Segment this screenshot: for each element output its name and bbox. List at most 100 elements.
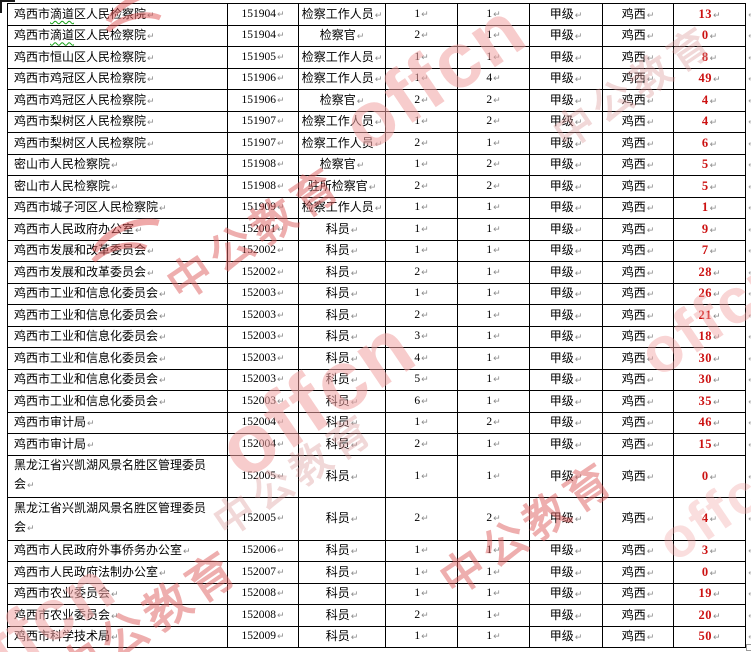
applicants-count-cell: 5↵ — [674, 154, 746, 176]
pilcrow-mark: ↵ — [709, 225, 718, 236]
pilcrow-mark: ↵ — [276, 353, 285, 364]
org-name-cell: 鸡西市滴道区人民检察院↵ — [8, 4, 228, 26]
pilcrow-mark: ↵ — [574, 633, 583, 644]
org-name-cell: 鸡西市工业和信息化委员会↵ — [8, 305, 228, 327]
positions-table: 鸡西市滴道区人民检察院↵151904↵检察工作人员↵1↵1↵甲级↵鸡西↵13↵↵… — [7, 3, 751, 648]
pilcrow-mark: ↵ — [276, 589, 285, 599]
job-code-cell: 152003↵ — [228, 283, 299, 305]
pilcrow-mark: ↵ — [709, 118, 718, 129]
pilcrow-mark: ↵ — [712, 633, 721, 644]
count-b-cell: 1↵ — [458, 434, 530, 456]
pilcrow-mark: ↵ — [574, 354, 583, 365]
pilcrow-mark: ↵ — [574, 547, 583, 558]
job-code-cell: 152004↵ — [228, 412, 299, 434]
table-row: 黑龙江省兴凯湖风景名胜区管理委员会↵ 152005↵ 科员↵ 2↵ 2↵ 甲级↵ 鸡西↵ 4↵… — [8, 498, 751, 541]
count-b-cell: 1↵ — [458, 262, 530, 284]
grade-cell: 甲级↵ — [530, 305, 603, 327]
table-row: 鸡西市人民政府法制办公室↵152007↵科员↵1↵1↵甲级↵鸡西↵0↵↵ — [8, 562, 751, 584]
pilcrow-mark: ↵ — [574, 182, 583, 193]
pilcrow-mark: ↵ — [350, 440, 359, 451]
grade-cell: 甲级↵ — [530, 240, 603, 262]
job-code-cell: 152003↵ — [228, 326, 299, 348]
pilcrow-mark: ↵ — [111, 611, 119, 622]
count-a-cell: 2↵ — [386, 25, 458, 47]
job-title-cell: 检察工作人员↵ — [299, 197, 386, 219]
row-end-mark: ↵ — [748, 161, 751, 170]
job-code-cell: 151908↵ — [228, 154, 299, 176]
table-row: 黑龙江省兴凯湖风景名胜区管理委员会↵ 152005↵ 科员↵ 1↵ 1↵ 甲级↵ 鸡西↵ 0↵… — [8, 455, 751, 498]
grade-cell: 甲级↵ — [530, 47, 603, 69]
applicants-count-cell: 18↵ — [674, 326, 746, 348]
pilcrow-mark: ↵ — [493, 332, 501, 342]
count-b-cell: 1↵ — [458, 391, 530, 413]
city-cell: 鸡西↵ — [603, 154, 674, 176]
pilcrow-mark: ↵ — [646, 139, 655, 150]
pilcrow-mark: ↵ — [183, 547, 191, 558]
pilcrow-mark: ↵ — [709, 547, 718, 558]
org-name-cell: 鸡西市工业和信息化委员会↵ — [8, 391, 228, 413]
org-name-cell: 鸡西市审计局↵ — [8, 412, 228, 434]
pilcrow-mark: ↵ — [574, 32, 583, 43]
count-b-cell: 1↵ — [458, 369, 530, 391]
pilcrow-mark: ↵ — [276, 396, 285, 407]
city-cell: 鸡西↵ — [603, 111, 674, 133]
row-end-mark: ↵ — [748, 547, 751, 556]
pilcrow-mark: ↵ — [493, 289, 501, 299]
job-title-cell: 科员↵ — [299, 240, 386, 262]
org-name-cell: 鸡西市审计局↵ — [8, 434, 228, 456]
pilcrow-mark: ↵ — [421, 375, 429, 385]
pilcrow-mark: ↵ — [646, 96, 655, 107]
applicants-count-cell: 3↵ — [674, 540, 746, 562]
pilcrow-mark: ↵ — [276, 267, 285, 278]
table-row: 鸡西市发展和改革委员会↵152002↵科员↵2↵1↵甲级↵鸡西↵28↵↵ — [8, 262, 751, 284]
pilcrow-mark: ↵ — [646, 247, 655, 258]
pilcrow-mark: ↵ — [493, 589, 501, 599]
job-title-cell: 科员↵ — [299, 348, 386, 370]
applicants-count-cell: 21↵ — [674, 305, 746, 327]
job-code-cell: 152003↵ — [228, 305, 299, 327]
pilcrow-mark: ↵ — [493, 353, 501, 364]
count-b-cell: 1↵ — [458, 540, 530, 562]
count-b-cell: 2↵ — [458, 111, 530, 133]
applicants-count-cell: 0↵ — [674, 25, 746, 47]
pilcrow-mark: ↵ — [374, 53, 383, 64]
pilcrow-mark: ↵ — [712, 75, 721, 86]
count-b-cell: 1↵ — [458, 583, 530, 605]
grade-cell: 甲级↵ — [530, 412, 603, 434]
row-end-mark: ↵ — [748, 290, 751, 299]
pilcrow-mark: ↵ — [646, 568, 655, 579]
count-b-cell: 1↵ — [458, 133, 530, 155]
city-cell: 鸡西↵ — [603, 47, 674, 69]
pilcrow-mark: ↵ — [493, 567, 501, 578]
pilcrow-mark: ↵ — [159, 397, 167, 408]
count-b-cell: 2↵ — [458, 176, 530, 198]
applicants-count-cell: 7↵ — [674, 240, 746, 262]
pilcrow-mark: ↵ — [646, 53, 655, 64]
table-row: 鸡西市农业委员会↵152008↵科员↵2↵1↵甲级↵鸡西↵20↵↵ — [8, 605, 751, 627]
city-cell: 鸡西↵ — [603, 197, 674, 219]
row-end-mark: ↵ — [748, 633, 751, 642]
pilcrow-mark: ↵ — [493, 375, 501, 385]
city-cell: 鸡西↵ — [603, 391, 674, 413]
pilcrow-mark: ↵ — [574, 161, 583, 172]
org-name-cell: 鸡西市人民政府办公室↵ — [8, 219, 228, 241]
pilcrow-mark: ↵ — [374, 139, 383, 150]
pilcrow-mark: ↵ — [147, 268, 155, 279]
org-name-cell: 鸡西市工业和信息化委员会↵ — [8, 369, 228, 391]
pilcrow-mark: ↵ — [421, 74, 429, 84]
job-title-cell: 检察工作人员↵ — [299, 111, 386, 133]
pilcrow-mark: ↵ — [350, 290, 359, 301]
pilcrow-mark: ↵ — [350, 225, 359, 236]
grade-cell: 甲级↵ — [530, 498, 603, 541]
pilcrow-mark: ↵ — [493, 310, 501, 321]
count-a-cell: 2↵ — [386, 498, 458, 541]
grade-cell: 甲级↵ — [530, 176, 603, 198]
pilcrow-mark: ↵ — [574, 472, 583, 483]
count-a-cell: 2↵ — [386, 176, 458, 198]
pilcrow-mark: ↵ — [712, 290, 721, 301]
grade-cell: 甲级↵ — [530, 626, 603, 648]
row-end-mark: ↵ — [748, 247, 751, 256]
grade-cell: 甲级↵ — [530, 25, 603, 47]
grade-cell: 甲级↵ — [530, 369, 603, 391]
row-end-mark: ↵ — [748, 10, 751, 19]
